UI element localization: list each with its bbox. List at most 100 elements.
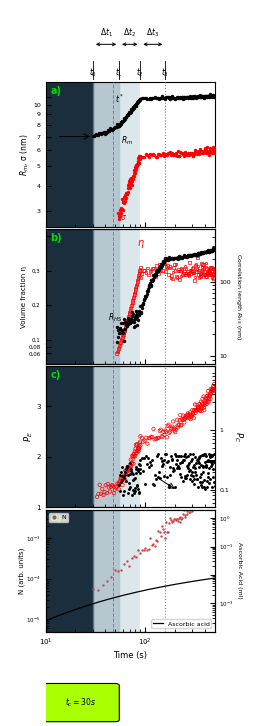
Point: [133, 446, 137, 457]
Point: [123, 316, 127, 327]
Point: [212, 448, 216, 460]
Point: [101, 127, 105, 139]
Point: [133, 161, 137, 173]
Point: [131, 102, 135, 114]
Point: [163, 252, 167, 264]
Point: [155, 470, 160, 482]
Point: [186, 92, 190, 104]
Point: [118, 120, 122, 131]
Point: [123, 324, 127, 335]
Point: [126, 186, 131, 197]
Point: [131, 314, 135, 326]
Point: [194, 258, 198, 270]
Point: [134, 99, 138, 110]
Point: [194, 91, 198, 103]
Point: [154, 473, 158, 485]
Point: [127, 107, 132, 119]
Point: [179, 91, 184, 103]
Point: [204, 460, 209, 472]
Point: [212, 243, 217, 255]
Point: [138, 261, 142, 273]
Point: [183, 250, 187, 261]
Point: [195, 249, 199, 261]
Point: [183, 449, 187, 460]
Point: [112, 123, 116, 134]
Point: [208, 454, 212, 466]
Point: [189, 469, 193, 481]
Point: [127, 179, 131, 191]
Point: [172, 423, 176, 435]
Point: [131, 173, 135, 184]
Point: [128, 182, 132, 194]
Point: [150, 539, 154, 550]
Point: [175, 150, 179, 162]
Point: [204, 462, 208, 473]
Point: [175, 513, 179, 525]
Point: [188, 449, 192, 460]
Point: [163, 254, 167, 266]
Point: [191, 408, 195, 420]
Point: [142, 294, 146, 306]
Point: [120, 193, 124, 205]
Point: [128, 306, 132, 318]
Point: [128, 304, 132, 316]
Point: [110, 479, 114, 491]
Point: [140, 299, 144, 311]
Point: [209, 143, 213, 155]
Point: [183, 146, 187, 158]
Point: [204, 488, 208, 499]
Point: [140, 452, 144, 464]
Point: [98, 479, 102, 491]
Point: [134, 162, 138, 174]
Point: [183, 92, 187, 104]
Point: [205, 391, 209, 402]
Point: [160, 91, 164, 102]
Point: [207, 489, 211, 501]
Point: [196, 266, 200, 277]
Point: [166, 419, 171, 431]
Point: [167, 147, 172, 159]
Point: [112, 122, 116, 134]
Point: [136, 305, 141, 317]
Point: [121, 471, 126, 483]
Bar: [119, 366, 140, 507]
Point: [170, 454, 174, 465]
Point: [206, 396, 211, 408]
Point: [187, 411, 192, 423]
Point: [173, 149, 178, 160]
Point: [153, 269, 158, 280]
Point: [204, 246, 208, 258]
Point: [102, 486, 107, 498]
Point: [127, 317, 131, 329]
Point: [179, 449, 183, 461]
Point: [206, 471, 210, 483]
Point: [174, 253, 178, 264]
Point: [200, 247, 204, 258]
Point: [134, 439, 138, 451]
Point: [205, 268, 209, 280]
Point: [169, 514, 173, 526]
Point: [119, 476, 124, 488]
Point: [161, 458, 165, 470]
Point: [194, 91, 198, 103]
Point: [186, 267, 191, 279]
Point: [202, 246, 206, 258]
Point: [199, 480, 203, 492]
Point: [125, 188, 129, 200]
Point: [208, 391, 212, 402]
Point: [118, 118, 122, 130]
Point: [159, 150, 164, 161]
Point: [138, 93, 142, 105]
Point: [150, 150, 154, 161]
Point: [181, 148, 185, 160]
Point: [212, 484, 216, 496]
Point: [168, 261, 172, 272]
Point: [126, 487, 130, 499]
Point: [137, 157, 141, 168]
Point: [200, 91, 204, 102]
Point: [138, 263, 142, 274]
Point: [138, 468, 142, 479]
Point: [210, 483, 214, 494]
Point: [177, 92, 181, 104]
Point: [194, 249, 198, 261]
